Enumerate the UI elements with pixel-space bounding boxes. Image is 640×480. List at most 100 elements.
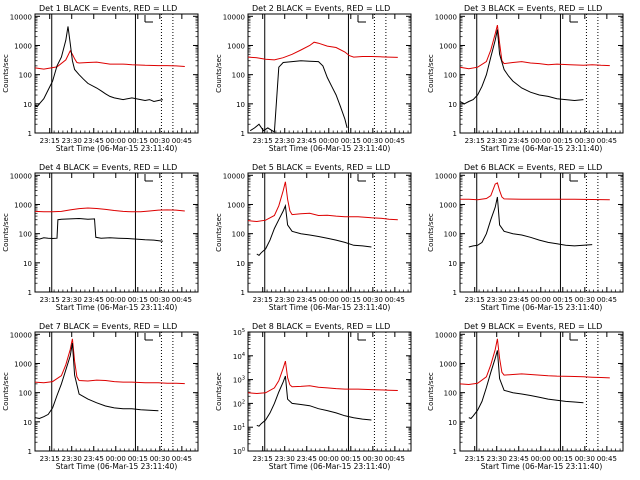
x-tick-label: 00:45 [385,137,405,145]
x-tick-label: 00:45 [597,455,617,463]
panel-title: Det 1 BLACK = Events, RED = LLD [39,4,177,13]
x-axis-label: Start Time (06-Mar-15 23:11:40) [269,303,391,312]
x-tick-label: 23:45 [297,296,317,304]
y-axis-label: Counts/sec [427,372,435,411]
panel-det-3: Det 3 BLACK = Events, RED = LLD 1 10 100 100… [427,4,624,153]
x-axis-label: Start Time (06-Mar-15 23:11:40) [481,303,603,312]
x-tick-label: 00:30 [575,137,595,145]
y-tick-label: 105 [233,328,245,337]
x-tick-label: 00:00 [106,137,126,145]
x-tick-label: 00:45 [597,137,617,145]
x-tick-label: 00:45 [597,296,617,304]
x-tick-label: 23:30 [487,137,507,145]
x-tick-label: 23:30 [62,455,82,463]
y-tick-label: 1000 [439,42,457,50]
y-axis-label: Counts/sec [2,54,10,93]
x-tick-label: 00:15 [553,455,573,463]
plot-frame [34,13,199,134]
panel-det-6: Det 6 BLACK = Events, RED = LLD 1 10 100 100… [427,163,624,312]
x-tick-label: 00:00 [319,296,339,304]
y-tick-label: 10 [23,419,32,427]
y-tick-label: 10 [448,101,457,109]
series-events-line [468,350,584,420]
x-tick-label: 00:45 [172,455,192,463]
x-tick-label: 00:45 [385,455,405,463]
x-tick-label: 00:30 [363,137,383,145]
x-tick-label: 00:15 [553,296,573,304]
y-tick-label: 1 [453,130,457,138]
x-tick-label: 00:15 [553,137,573,145]
series-events-line [34,343,159,420]
series-lld-line [247,360,398,395]
y-tick-label: 10 [448,260,457,268]
y-tick-label: 101 [233,423,245,432]
x-tick-label: 23:30 [275,296,295,304]
panel-title: Det 9 BLACK = Events, RED = LLD [464,322,602,331]
y-tick-label: 100 [233,447,245,456]
x-tick-label: 00:00 [106,296,126,304]
series-lld-line [459,24,610,70]
x-tick-label: 00:30 [150,455,170,463]
x-tick-label: 23:45 [84,137,104,145]
x-tick-label: 23:15 [253,455,273,463]
plot-frame [34,331,199,452]
panel-det-8: Det 8 BLACK = Events, RED = LLD 100 101 102… [215,322,412,471]
y-axis-label: Counts/sec [2,372,10,411]
y-tick-label: 10000 [10,13,32,21]
y-axis-label: Counts/sec [427,213,435,252]
y-tick-label: 10 [236,260,245,268]
panel-title: Det 4 BLACK = Events, RED = LLD [39,163,177,172]
y-tick-label: 1 [28,448,32,456]
plot-frame [459,331,624,452]
x-tick-label: 00:00 [531,296,551,304]
y-tick-label: 100 [232,72,245,80]
series-lld-line [460,182,610,201]
panel-det-7: Det 7 BLACK = Events, RED = LLD 1 10 100 100… [2,322,199,471]
x-tick-label: 00:45 [172,137,192,145]
plot-frame [247,13,412,134]
x-tick-label: 23:45 [84,455,104,463]
x-tick-label: 00:15 [128,296,148,304]
x-tick-label: 00:45 [172,296,192,304]
x-tick-label: 23:15 [465,296,485,304]
x-axis-label: Start Time (06-Mar-15 23:11:40) [56,144,178,153]
x-axis-label: Start Time (06-Mar-15 23:11:40) [269,462,391,471]
y-tick-label: 10 [448,419,457,427]
x-tick-label: 00:00 [531,455,551,463]
y-tick-label: 10000 [223,172,245,180]
x-tick-label: 23:45 [297,137,317,145]
x-tick-label: 23:30 [62,296,82,304]
y-tick-label: 100 [232,231,245,239]
y-tick-label: 10 [236,101,245,109]
panel-det-2: Det 2 BLACK = Events, RED = LLD 1 10 100 100… [215,4,412,153]
x-tick-label: 23:30 [62,137,82,145]
x-tick-label: 23:45 [509,137,529,145]
series-events-line [249,60,348,133]
x-tick-label: 23:30 [275,137,295,145]
y-tick-label: 10000 [10,172,32,180]
x-tick-label: 00:30 [363,296,383,304]
panel-det-9: Det 9 BLACK = Events, RED = LLD 1 10 100 100… [427,322,624,471]
plot-frame [459,13,624,134]
y-tick-label: 100 [19,231,32,239]
plot-frame [34,172,199,293]
panel-title: Det 6 BLACK = Events, RED = LLD [464,163,602,172]
x-axis-label: Start Time (06-Mar-15 23:11:40) [481,144,603,153]
y-tick-label: 102 [233,399,245,408]
series-events-line [34,26,163,108]
y-tick-label: 100 [444,390,457,398]
panel-title: Det 7 BLACK = Events, RED = LLD [39,322,177,331]
x-tick-label: 23:15 [465,137,485,145]
panel-title: Det 2 BLACK = Events, RED = LLD [252,4,390,13]
x-tick-label: 23:45 [297,455,317,463]
plot-frame [459,172,624,293]
x-tick-label: 00:15 [128,455,148,463]
x-tick-label: 00:15 [128,137,148,145]
series-lld-line [34,338,185,385]
y-tick-label: 100 [444,231,457,239]
x-tick-label: 23:30 [487,455,507,463]
x-axis-label: Start Time (06-Mar-15 23:11:40) [269,144,391,153]
y-axis-label: Counts/sec [427,54,435,93]
y-tick-label: 100 [19,390,32,398]
x-tick-label: 23:45 [509,455,529,463]
